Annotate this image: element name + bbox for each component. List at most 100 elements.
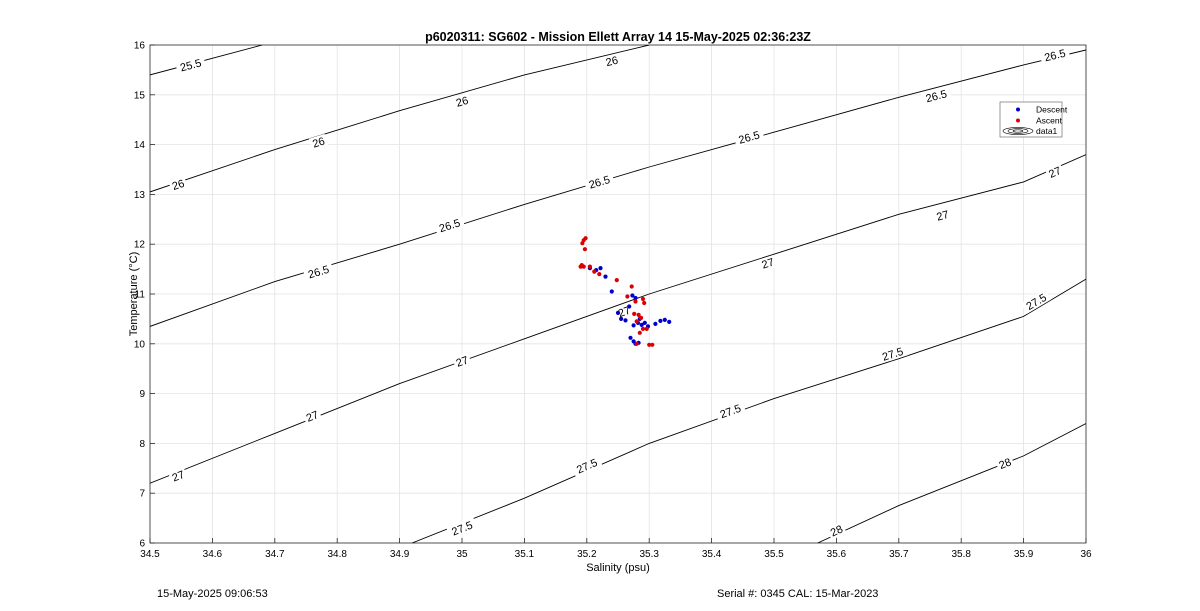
x-tick-label: 34.7 xyxy=(265,549,285,560)
contour-label-27: 27 xyxy=(1044,163,1065,181)
ascent-point xyxy=(637,330,642,335)
y-tick-label: 16 xyxy=(134,41,146,52)
x-tick-label: 34.5 xyxy=(140,549,160,560)
contour-line-25.5 xyxy=(150,45,263,76)
ascent-point xyxy=(629,284,634,289)
descent-point xyxy=(639,322,644,327)
contour-label-bg xyxy=(452,93,472,110)
contour-label-text: 26.5 xyxy=(307,264,331,282)
legend-data1-label: data1 xyxy=(1036,126,1058,136)
legend-ascent-marker xyxy=(1016,118,1020,123)
contour-label-bg xyxy=(1020,288,1052,315)
contour-label-text: 26.5 xyxy=(925,88,949,105)
contour-label-26.5: 26.5 xyxy=(302,261,335,282)
contour-label-text: 27 xyxy=(305,409,321,425)
contour-label-bg xyxy=(302,261,335,282)
ascent-point xyxy=(640,296,646,302)
axis-ticks: 34.5 34.6 34.7 34.8 34.9 35 35.1 35.2 35.3 35.4 35… xyxy=(134,41,1092,561)
contour-label-26.5: 26.5 xyxy=(1039,45,1071,65)
contour-label-bg xyxy=(168,176,188,193)
contour-label-26.5: 26.5 xyxy=(733,127,765,147)
contour-label-bg xyxy=(877,343,909,364)
descent-point xyxy=(631,323,636,328)
contour-label-bg xyxy=(995,454,1015,472)
legend: Descent Ascent data1 xyxy=(999,101,1068,138)
ascent-point xyxy=(583,236,588,241)
y-tick-label: 11 xyxy=(135,290,146,301)
y-tick-label: 12 xyxy=(134,240,146,251)
contour-label-26.5: 26.5 xyxy=(583,172,615,192)
ascent-point xyxy=(639,315,644,320)
contour-label-25.5: 25.5 xyxy=(175,55,207,74)
y-tick-label: 13 xyxy=(134,190,146,201)
contour-label-text: 26.5 xyxy=(737,129,761,146)
contour-label-bg xyxy=(433,215,466,236)
contour-label-bg xyxy=(826,521,847,540)
x-tick-label: 35.8 xyxy=(951,549,971,560)
descent-point xyxy=(615,310,621,315)
ascent-point xyxy=(634,319,639,324)
contour-label-bg xyxy=(452,352,472,370)
descent-point xyxy=(609,289,614,294)
contour-label-text: 26 xyxy=(311,136,326,151)
legend-contour-icon xyxy=(1002,127,1034,135)
ascent-point xyxy=(597,272,602,277)
contour-label-27: 27 xyxy=(933,207,952,224)
contour-label-26: 26 xyxy=(168,176,188,193)
contour-label-text: 27 xyxy=(760,256,775,271)
descent-point xyxy=(623,318,628,323)
contour-label-27: 27 xyxy=(302,407,323,425)
contour-label-26.5: 26.5 xyxy=(920,86,952,105)
x-tick-label: 35 xyxy=(456,549,468,560)
contour-label-bg xyxy=(571,454,603,478)
ascent-point xyxy=(640,326,646,331)
contour-label-26: 26 xyxy=(452,93,472,110)
contour-label-text: 25.5 xyxy=(179,57,203,74)
legend-box xyxy=(999,101,1063,138)
y-tick-label: 15 xyxy=(134,90,146,101)
y-axis-label: Temperature (°C) xyxy=(128,252,140,336)
x-tick-label: 34.6 xyxy=(203,549,223,560)
descent-point xyxy=(642,320,647,325)
y-tick-label: 9 xyxy=(139,389,145,400)
contour-label-bg xyxy=(446,517,478,540)
ascent-point xyxy=(636,312,641,317)
descent-point xyxy=(633,295,638,301)
y-tick-label: 7 xyxy=(139,489,145,500)
contour-labels: 25.52626262626.526.526.526.526.526.52727… xyxy=(168,45,1071,540)
ascent-point xyxy=(644,326,649,331)
descent-point xyxy=(619,316,624,321)
contour-label-text: 27 xyxy=(455,354,471,369)
descent-point xyxy=(627,304,632,309)
contour-label-27: 27 xyxy=(758,254,778,272)
contour-label-text: 28 xyxy=(997,456,1013,472)
contour-label-28: 28 xyxy=(995,454,1015,472)
descent-point xyxy=(667,319,672,324)
x-tick-label: 36 xyxy=(1080,549,1092,560)
contour-label-text: 26.5 xyxy=(1043,48,1067,65)
ascent-point xyxy=(625,294,630,299)
x-tick-label: 35.5 xyxy=(764,549,784,560)
footer-timestamp: 15-May-2025 09:06:53 xyxy=(157,588,268,600)
x-tick-label: 34.9 xyxy=(390,549,410,560)
y-tick-label: 8 xyxy=(139,439,145,450)
contour-label-bg xyxy=(168,467,188,485)
contour-label-bg xyxy=(933,207,952,224)
contour-label-text: 27 xyxy=(617,305,633,320)
contour-label-text: 28 xyxy=(829,523,845,539)
descent-point xyxy=(658,318,663,323)
ascent-point xyxy=(647,342,652,347)
x-tick-label: 35.6 xyxy=(827,549,847,560)
contour-label-bg xyxy=(308,133,329,151)
contour-label-text: 27 xyxy=(171,469,187,485)
descent-point xyxy=(630,293,635,298)
x-tick-label: 35.1 xyxy=(515,549,535,560)
contour-label-26: 26 xyxy=(308,133,329,151)
ascent-point xyxy=(592,269,597,274)
descent-point xyxy=(603,274,608,279)
y-tick-label: 14 xyxy=(134,140,146,151)
x-axis-label: Salinity (psu) xyxy=(586,562,650,574)
descent-point xyxy=(598,266,603,271)
contour-label-bg xyxy=(1039,45,1071,65)
